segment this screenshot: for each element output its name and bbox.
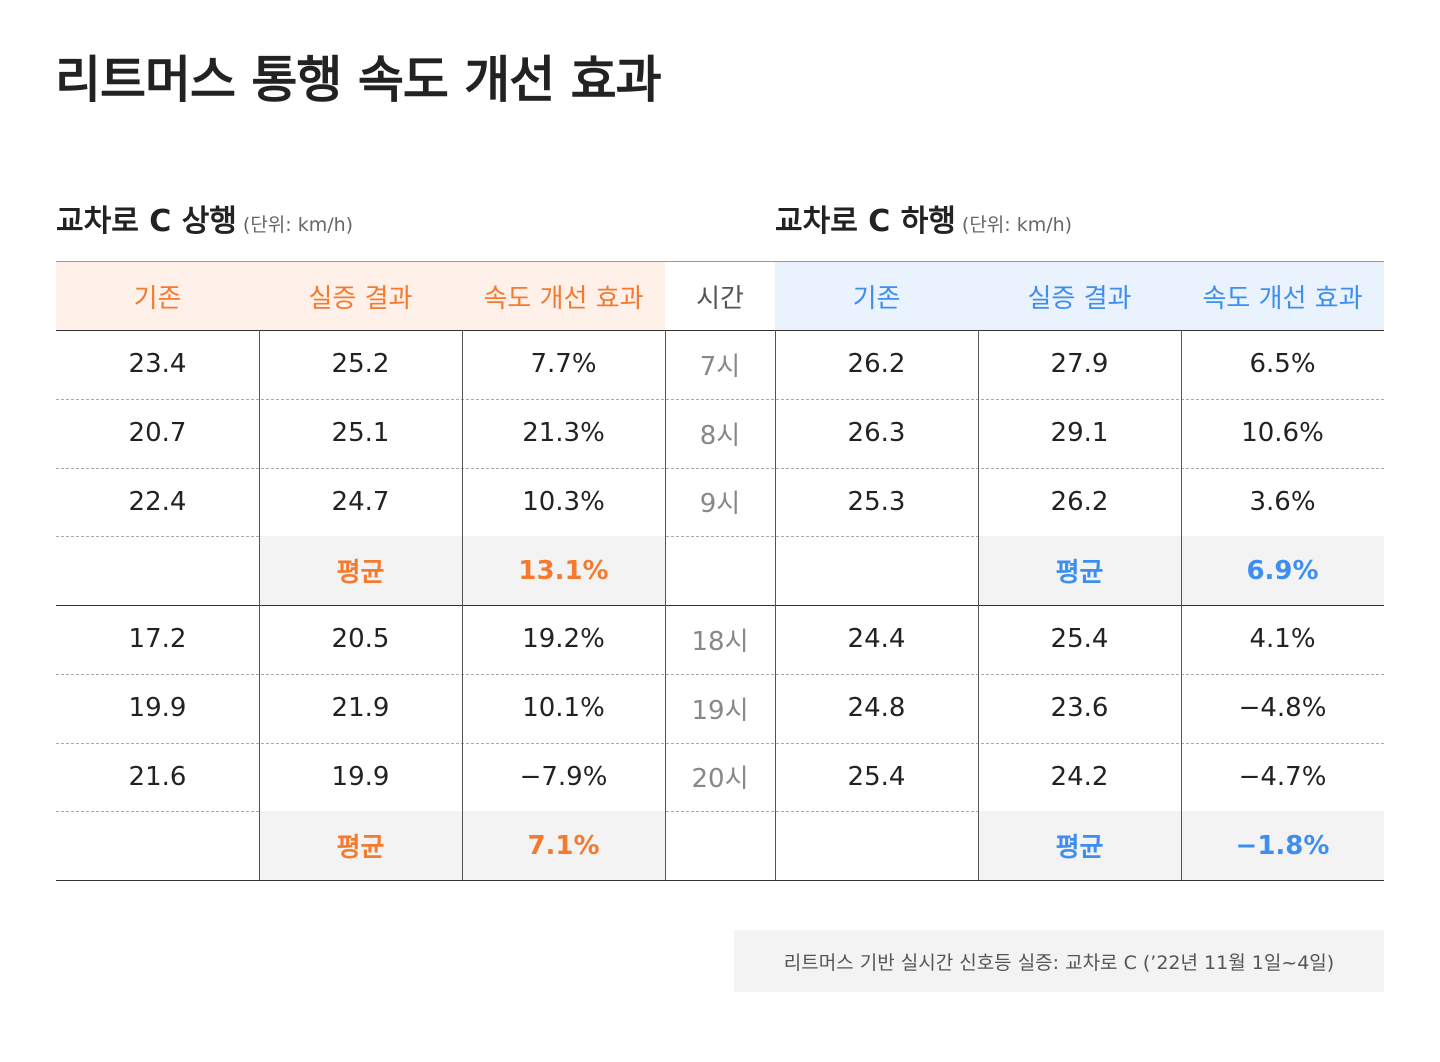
- column-rule: [1181, 330, 1182, 880]
- section-name: 교차로 C 하행: [775, 204, 956, 239]
- cell: 26.2: [847, 349, 906, 380]
- cell: 29.1: [1050, 418, 1109, 449]
- cell: 평균: [1055, 558, 1104, 589]
- cell: 26.2: [1050, 486, 1109, 517]
- cell: 24.2: [1050, 761, 1109, 792]
- cell: 4.1%: [1249, 624, 1316, 655]
- cell: 21.9: [331, 693, 390, 724]
- cell: 실증 결과: [1027, 283, 1132, 314]
- cell: 23.4: [128, 349, 187, 380]
- cell: 기존: [133, 283, 182, 314]
- cell: 21.6: [128, 761, 187, 792]
- cell: 시간: [696, 283, 744, 314]
- cell: 19.2%: [522, 624, 605, 655]
- cell: 19시: [691, 695, 749, 726]
- footnote: 리트머스 기반 실시간 신호등 실증: 교차로 C (’22년 11월 1일~4…: [734, 930, 1384, 992]
- cell: 10.1%: [522, 693, 605, 724]
- cell: 13.1%: [518, 555, 609, 586]
- cell: 7시: [699, 351, 741, 382]
- rule: [56, 742, 1384, 744]
- cell: 10.6%: [1241, 418, 1324, 449]
- cell: 20시: [691, 764, 749, 795]
- column-rule: [259, 330, 260, 880]
- cell: 25.1: [331, 418, 390, 449]
- cell: 17.2: [128, 624, 187, 655]
- title: 리트머스 통행 속도 개선 효과: [55, 51, 662, 109]
- cell: −7.9%: [519, 761, 608, 792]
- rule: [56, 673, 1384, 675]
- cell: 6.5%: [1249, 349, 1316, 380]
- column-rule: [775, 330, 776, 880]
- cell: 18시: [691, 626, 749, 657]
- section-title: 교차로 C 하행 (단위: km/h): [775, 196, 1072, 240]
- cell: 23.6: [1050, 693, 1109, 724]
- column-rule: [978, 330, 979, 880]
- rule: [56, 398, 1384, 400]
- cell: 20.7: [128, 418, 187, 449]
- cell: −1.8%: [1235, 830, 1330, 861]
- cell: 6.9%: [1246, 555, 1319, 586]
- rule: [56, 330, 1384, 331]
- rule: [56, 261, 1384, 262]
- cell: 24.8: [847, 693, 906, 724]
- cell: 3.6%: [1249, 486, 1316, 517]
- cell: 25.3: [847, 486, 906, 517]
- cell: 속도 개선 효과: [483, 283, 644, 314]
- cell: 10.3%: [522, 486, 605, 517]
- column-rule: [665, 330, 666, 880]
- cell: 7.1%: [527, 830, 600, 861]
- cell: 26.3: [847, 418, 906, 449]
- rule: [56, 605, 1384, 606]
- cell: 실증 결과: [308, 283, 413, 314]
- cell: 기존: [852, 283, 901, 314]
- section-name: 교차로 C 상행: [56, 204, 237, 239]
- cell: 25.4: [847, 761, 906, 792]
- header-bg: [56, 262, 665, 330]
- cell: 25.4: [1050, 624, 1109, 655]
- section-title: 교차로 C 상행 (단위: km/h): [56, 196, 353, 240]
- cell: 8시: [699, 420, 741, 451]
- unit: (단위: km/h): [961, 214, 1073, 236]
- cell: 9시: [699, 489, 741, 520]
- rule: [56, 880, 1384, 881]
- cell: 평균: [336, 833, 385, 864]
- unit: (단위: km/h): [242, 214, 354, 236]
- rule: [56, 467, 1384, 469]
- header-bg: [775, 262, 1384, 330]
- cell: 27.9: [1050, 349, 1109, 380]
- rule: [56, 536, 1384, 538]
- cell: 속도 개선 효과: [1202, 283, 1363, 314]
- cell: 7.7%: [530, 349, 597, 380]
- cell: −4.8%: [1238, 693, 1327, 724]
- cell: 19.9: [128, 693, 187, 724]
- column-rule: [462, 330, 463, 880]
- cell: 평균: [1055, 833, 1104, 864]
- cell: 25.2: [331, 349, 390, 380]
- rule: [56, 811, 1384, 813]
- cell: 24.7: [331, 486, 390, 517]
- cell: 20.5: [331, 624, 390, 655]
- cell: 24.4: [847, 624, 906, 655]
- cell: 21.3%: [522, 418, 605, 449]
- cell: −4.7%: [1238, 761, 1327, 792]
- cell: 22.4: [128, 486, 187, 517]
- cell: 19.9: [331, 761, 390, 792]
- cell: 평균: [336, 558, 385, 589]
